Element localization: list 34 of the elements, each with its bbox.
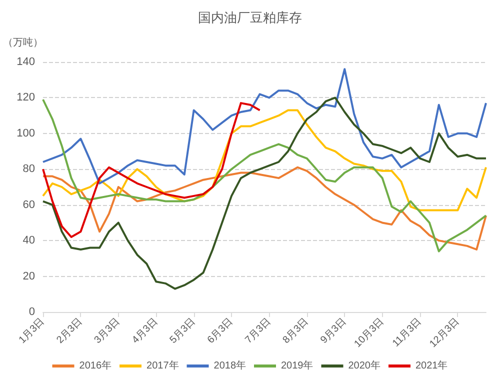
x-tick-label: 1月3日 <box>17 316 47 346</box>
x-tick-label: 7月3日 <box>243 316 274 346</box>
y-tick-label: 0 <box>28 306 35 318</box>
legend-label: 2017年 <box>146 360 179 372</box>
line-series <box>42 102 261 238</box>
x-tick-label: 5月3日 <box>168 316 198 346</box>
chart-title: 国内油厂豆粕库存 <box>198 10 302 25</box>
y-axis-title: （万吨） <box>3 36 43 48</box>
x-tick-label: 11月3日 <box>390 316 424 350</box>
y-tick-label: 20 <box>22 270 35 282</box>
legend-label: 2020年 <box>348 360 380 372</box>
y-tick-label: 140 <box>16 56 35 68</box>
y-tick-label: 120 <box>16 92 35 104</box>
legend-label: 2016年 <box>79 360 112 372</box>
line-series <box>42 109 487 212</box>
y-tick-label: 40 <box>22 234 35 247</box>
line-series <box>42 68 487 184</box>
x-tick-label: 12月3日 <box>428 316 462 350</box>
legend-label: 2019年 <box>281 360 314 372</box>
legend-label: 2021年 <box>415 360 448 372</box>
y-tick-label: 100 <box>16 127 35 140</box>
x-tick-label: 2月3日 <box>54 316 85 346</box>
x-tick-label: 3月3日 <box>92 316 122 346</box>
line-series <box>42 96 487 290</box>
x-tick-label: 10月3日 <box>352 316 386 350</box>
y-tick-label: 80 <box>22 163 35 176</box>
x-tick-label: 4月3日 <box>130 316 160 346</box>
x-tick-label: 8月3日 <box>281 316 311 346</box>
x-tick-label: 9月3日 <box>318 316 349 346</box>
y-tick-label: 60 <box>22 198 35 211</box>
line-series <box>42 98 487 252</box>
legend-label: 2018年 <box>214 360 246 372</box>
line-series <box>42 166 487 250</box>
x-tick-label: 6月3日 <box>206 316 236 346</box>
